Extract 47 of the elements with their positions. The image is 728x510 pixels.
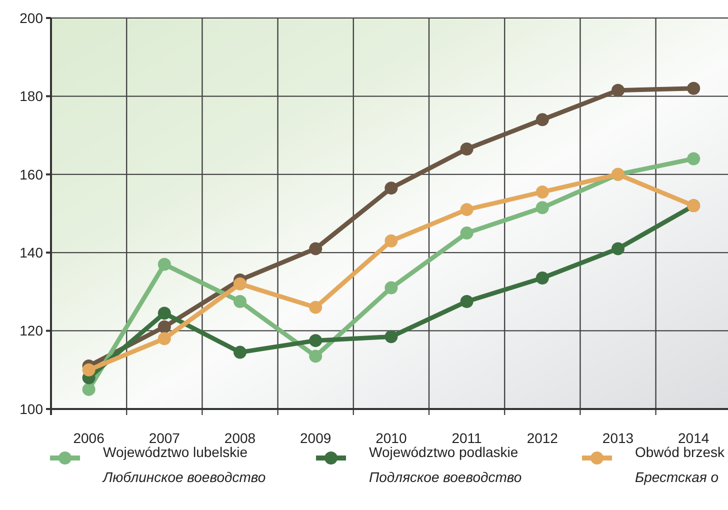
point <box>158 332 171 346</box>
x-tick-label: 2010 <box>376 430 407 446</box>
x-tick-label: 2011 <box>452 430 482 446</box>
point <box>309 350 322 363</box>
legend-label: Województwo lubelskie Люблинское воеводство <box>102 444 266 485</box>
point <box>384 330 398 344</box>
point <box>309 242 322 256</box>
point <box>384 281 398 294</box>
x-tick-label: 2014 <box>678 430 710 446</box>
y-tick-label: 140 <box>20 244 44 260</box>
y-tick-label: 120 <box>20 322 44 339</box>
point <box>234 294 246 308</box>
point <box>158 306 171 320</box>
point <box>82 382 96 396</box>
point <box>687 152 700 166</box>
x-tick-label: 2012 <box>526 430 558 446</box>
point <box>612 242 624 256</box>
y-tick-label: 200 <box>20 10 44 26</box>
point <box>687 82 700 95</box>
x-tick-label: 2013 <box>602 430 634 446</box>
point <box>536 185 549 198</box>
point <box>309 334 322 348</box>
point <box>536 113 549 126</box>
point <box>82 363 96 376</box>
point <box>234 277 246 290</box>
y-tick-label: 180 <box>20 88 44 104</box>
point <box>309 300 322 314</box>
point <box>460 294 474 308</box>
x-tick-label: 2007 <box>148 430 180 446</box>
x-tick-label: 2008 <box>224 430 256 446</box>
point <box>460 142 474 156</box>
x-tick-label: 2009 <box>300 430 332 446</box>
x-tick-label: 2006 <box>73 430 105 446</box>
point <box>536 201 549 214</box>
point <box>460 226 474 240</box>
legend-label: Obwód brzesk Брестская о <box>635 444 726 485</box>
point <box>536 272 549 285</box>
point <box>158 320 171 334</box>
y-tick-label: 100 <box>20 400 44 417</box>
point <box>384 182 398 195</box>
point <box>234 346 246 359</box>
y-tick-label: 160 <box>20 166 44 182</box>
point <box>612 84 624 97</box>
point <box>460 203 474 216</box>
legend-label: Województwo podlaskie Подляское воеводство <box>369 444 522 485</box>
point <box>158 258 171 271</box>
point <box>384 234 398 248</box>
